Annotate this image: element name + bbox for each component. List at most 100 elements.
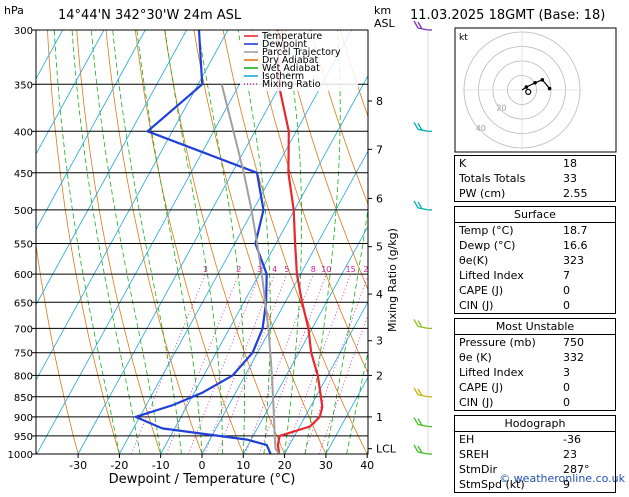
hodograph-stats-row: SREH 23 [455,447,615,462]
surface-row-value: 0 [563,283,611,298]
hodograph-point [525,85,529,89]
hodograph-stats-row: StmDir 287° [455,462,615,477]
temperature-tick-label: -10 [152,459,170,472]
wind-barb-flag [414,122,418,129]
height-tick-label: LCL [376,443,397,456]
wind-barb-flag [414,201,418,208]
hodograph-point [541,78,545,82]
hodograph-stats-row-value: 287° [563,462,611,477]
most-unstable-row-label: θe (K) [459,350,492,365]
surface-row-label: Temp (°C) [459,223,514,238]
pressure-tick-label: 500 [14,206,33,217]
surface-row: Dewp (°C) 16.6 [455,238,615,253]
wind-barb-staff [418,452,428,454]
temperature-tick-label: 40 [360,459,374,472]
hodograph-stats-row-label: StmDir [459,462,497,477]
temperature-tick-label: -20 [110,459,128,472]
pressure-tick-label: 750 [14,349,33,360]
hodograph-table-title: Hodograph [455,416,615,432]
surface-row-value: 323 [563,253,611,268]
wind-barb-staff [418,395,428,397]
surface-row: Temp (°C) 18.7 [455,223,615,238]
hodograph-stats-row-label: StmSpd (kt) [459,477,525,492]
pressure-tick-label: 850 [14,393,33,404]
km-unit-label: km [374,4,391,17]
pressure-tick-label: 650 [14,298,33,309]
hodograph-stats-row-value: -36 [563,432,611,447]
most-unstable-row-value: 0 [563,380,611,395]
most-unstable-row-label: CIN (J) [459,395,493,410]
mixing-ratio-value-label: 20 [363,265,373,274]
indices-row-label: Totals Totals [459,171,525,186]
most-unstable-row: θe (K) 332 [455,350,615,365]
surface-row-value: 0 [563,298,611,313]
wind-barb-flag [414,319,418,326]
surface-row-value: 16.6 [563,238,611,253]
mixing-ratio-value-label: 4 [272,265,277,274]
datetime-title: 11.03.2025 18GMT (Base: 18) [410,8,605,23]
hodograph-stats-row: EH -36 [455,432,615,447]
pressure-tick-label: 300 [14,26,33,37]
most-unstable-row: Lifted Index 3 [455,365,615,380]
height-tick-label: 7 [376,143,383,156]
most-unstable-row-label: CAPE (J) [459,380,503,395]
wind-barb-staff [418,129,428,131]
hodograph-stats-row-label: EH [459,432,474,447]
hodograph-stats-row: StmSpd (kt)9 [455,477,615,492]
location-title: 14°44'N 342°30'W 24m ASL [58,8,242,23]
height-tick-label: 6 [376,192,383,205]
surface-row-label: θe(K) [459,253,488,268]
mixing-ratio-value-label: 5 [284,265,289,274]
hodograph-stats-row-value: 23 [563,447,611,462]
pressure-tick-label: 800 [14,371,33,382]
wind-barb-flag [414,388,418,395]
height-tick-label: 1 [376,411,383,424]
temperature-tick-label: 0 [199,459,206,472]
mixing-ratio-value-label: 8 [311,265,316,274]
most-unstable-row-value: 332 [563,350,611,365]
indices-row-value: 2.55 [563,186,611,201]
pressure-tick-label: 450 [14,169,33,180]
surface-title: Surface [455,207,615,223]
hodograph-point [533,81,537,85]
height-tick-label: 8 [376,95,383,108]
indices-row-value: 18 [563,156,611,171]
temperature-tick-label: 30 [319,459,333,472]
temperature-tick-label: 10 [236,459,250,472]
hodograph-point [548,87,552,91]
height-tick-label: 3 [376,335,383,348]
mixing-ratio-value-label: 10 [321,265,331,274]
most-unstable-row-value: 3 [563,365,611,380]
most-unstable-row: CAPE (J) 0 [455,380,615,395]
indices-row-value: 33 [563,171,611,186]
most-unstable-row-label: Lifted Index [459,365,524,380]
pressure-tick-label: 400 [14,127,33,138]
wind-barb-staff [418,425,428,427]
wind-barb-flag [414,445,418,452]
surface-row-value: 18.7 [563,223,611,238]
pressure-axis: 3003504004505005506006507007508008509009… [8,26,36,461]
indices-row-label: PW (cm) [459,186,505,201]
hpa-unit-label: hPa [4,4,24,17]
indices-row: PW (cm) 2.55 [455,186,615,201]
mixing-ratio-value-label: 1 [203,265,208,274]
indices-row: Totals Totals 33 [455,171,615,186]
most-unstable-title: Most Unstable [455,319,615,335]
hodograph-ring-label: 40 [476,124,486,133]
wind-barb-staff [418,326,428,328]
surface-row-label: Dewp (°C) [459,238,515,253]
wind-barb-flag [414,418,418,425]
pressure-tick-label: 550 [14,239,33,250]
height-tick-label: 4 [376,288,383,301]
surface-row: CAPE (J)0 [455,283,615,298]
wind-barb-staff [418,208,428,210]
pressure-tick-label: 900 [14,413,33,424]
hodograph-stats-row-label: SREH [459,447,489,462]
